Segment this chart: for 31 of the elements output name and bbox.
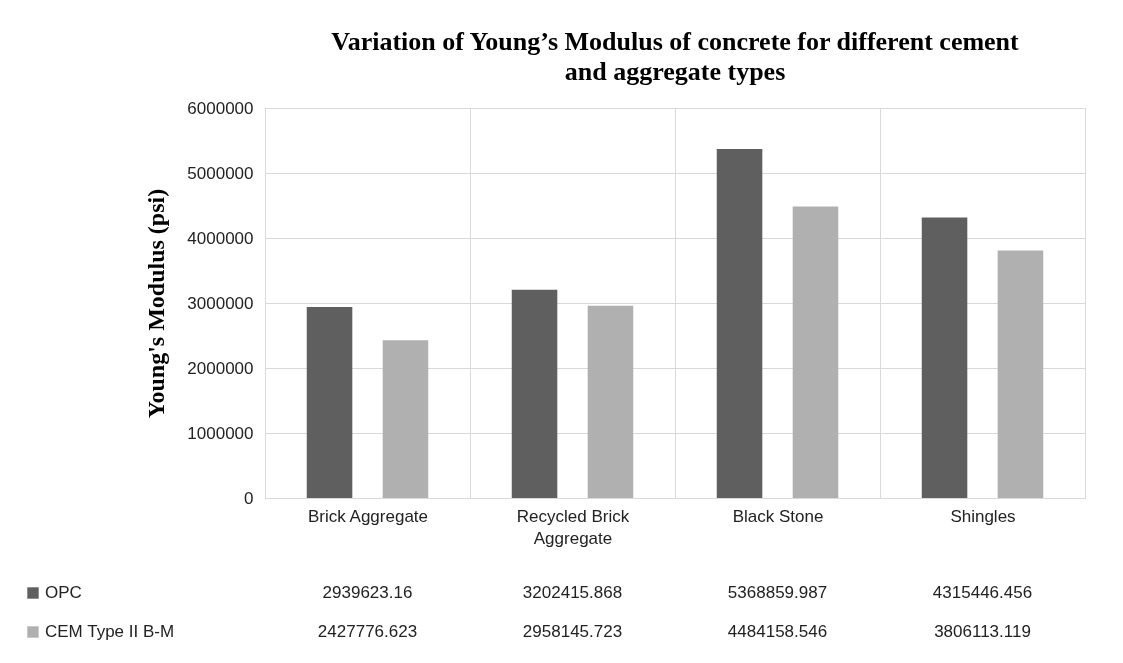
bar [382, 340, 429, 498]
y-tick-label: 5000000 [187, 163, 254, 183]
data-label: 2958145.723 [522, 622, 623, 641]
x-tick-label: Black Stone [732, 506, 824, 526]
y-tick-label: 0 [244, 488, 254, 508]
y-tick-label: 3000000 [187, 293, 254, 313]
y-axis-title: Young's Modulus (psi) [143, 188, 170, 419]
x-tick-label: Brick Aggregate [307, 506, 429, 526]
bar [792, 206, 839, 498]
data-label: 3202415.868 [522, 583, 623, 602]
data-label: 3806113.119 [934, 622, 1031, 641]
data-label: 4484158.546 [727, 622, 828, 641]
data-label: 2427776.623 [317, 622, 418, 641]
legend-label: CEM Type II B-M [45, 622, 175, 641]
legend-label: OPC [45, 583, 82, 602]
chart-title: Variation of Young’s Modulus of concrete for different cement and aggregate types [331, 27, 1020, 86]
y-tick-label: 1000000 [187, 423, 254, 443]
bar [716, 149, 763, 498]
bar [511, 289, 558, 498]
data-label: 4315446.456 [932, 583, 1033, 602]
x-tick-label: Recycled Brick Aggregate [516, 506, 630, 548]
x-tick-label: Shingles [950, 506, 1016, 526]
y-tick-label: 6000000 [187, 98, 254, 118]
bar [921, 217, 968, 498]
data-label: 2939623.16 [322, 583, 413, 602]
bar [306, 306, 353, 498]
bar [997, 250, 1044, 498]
data-label: 5368859.987 [727, 583, 828, 602]
bar [587, 305, 634, 498]
y-tick-label: 2000000 [187, 358, 254, 378]
y-tick-label: 4000000 [187, 228, 254, 248]
